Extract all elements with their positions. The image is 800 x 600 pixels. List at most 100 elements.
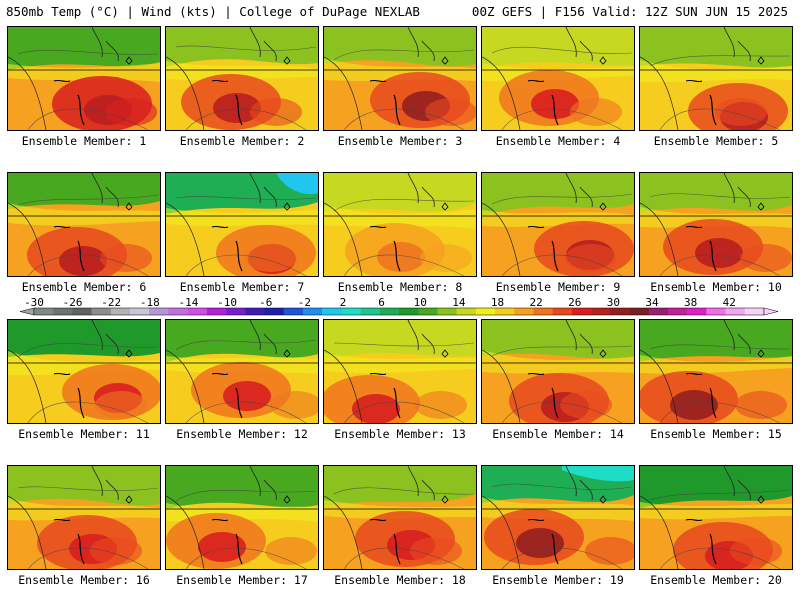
ensemble-member-label: Ensemble Member: 9 [495, 280, 621, 294]
ensemble-member-label: Ensemble Member: 19 [492, 573, 624, 587]
colorbar-tick-label: 34 [645, 296, 659, 309]
colorbar-swatch [533, 308, 553, 315]
colorbar-swatch [379, 308, 400, 315]
colorbar-tick-label: 30 [606, 296, 620, 309]
colorbar-swatch [648, 308, 669, 315]
colorbar-tick-label: -18 [139, 296, 160, 309]
colorbar-tick-label: -10 [217, 296, 238, 309]
colorbar-swatch [341, 308, 361, 315]
colorbar-tick-label: -2 [297, 296, 311, 309]
colorbar-swatch [187, 308, 208, 315]
colorbar-swatch [245, 308, 265, 315]
colorbar-swatch [475, 308, 496, 315]
colorbar-swatch [725, 308, 746, 315]
ensemble-map-panel [7, 26, 161, 131]
ensemble-map-panel [7, 172, 161, 277]
ensemble-member-label: Ensemble Member: 12 [176, 427, 308, 441]
ensemble-member-label: Ensemble Member: 1 [21, 134, 147, 148]
ensemble-map-panel [165, 26, 319, 131]
ensemble-member-label: Ensemble Member: 20 [650, 573, 782, 587]
colorbar-swatch [571, 308, 592, 315]
ensemble-map-panel [323, 319, 477, 424]
colorbar-swatch [226, 308, 246, 315]
ensemble-map-panel [639, 319, 793, 424]
ensemble-map-panel [7, 319, 161, 424]
colorbar-tick-label: 38 [683, 296, 698, 309]
colorbar-tick-label: -6 [259, 296, 273, 309]
colorbar-tick-label: 26 [568, 296, 582, 309]
temperature-colorbar [19, 307, 779, 316]
ensemble-member-label: Ensemble Member: 16 [18, 573, 150, 587]
ensemble-map-panel [639, 172, 793, 277]
ensemble-map-panel [481, 26, 635, 131]
colorbar-swatch [399, 308, 419, 315]
ensemble-map-panel [165, 172, 319, 277]
colorbar-swatch [264, 308, 285, 315]
ensemble-map-panel [165, 319, 319, 424]
colorbar-swatch [552, 308, 573, 315]
ensemble-map-panel [639, 26, 793, 131]
map-title: 850mb Temp (°C) | Wind (kts) | College o… [6, 4, 420, 19]
ensemble-map-panel [481, 172, 635, 277]
colorbar-tick-label: 6 [378, 296, 385, 309]
colorbar-swatch [514, 308, 534, 315]
colorbar-swatch [591, 308, 611, 315]
colorbar-swatch [456, 308, 477, 315]
ensemble-map-panel [639, 465, 793, 570]
ensemble-member-label: Ensemble Member: 2 [179, 134, 305, 148]
colorbar-swatch [72, 308, 92, 315]
ensemble-member-label: Ensemble Member: 10 [650, 280, 782, 294]
colorbar-swatch [495, 308, 515, 315]
colorbar-swatch [687, 308, 707, 315]
colorbar-swatch [168, 308, 188, 315]
ensemble-map-panel [481, 465, 635, 570]
ensemble-map-panel [323, 26, 477, 131]
colorbar-tick-label: -14 [178, 296, 199, 309]
colorbar-right-arrow [763, 307, 779, 316]
colorbar-tick-label: -22 [101, 296, 122, 309]
colorbar-swatch [667, 308, 688, 315]
colorbar-swatch [53, 308, 73, 315]
colorbar-swatch [302, 308, 323, 315]
colorbar-swatch [34, 308, 54, 315]
ensemble-member-label: Ensemble Member: 8 [337, 280, 463, 294]
ensemble-map-panel [165, 465, 319, 570]
colorbar-swatch [149, 308, 169, 315]
colorbar-swatch [130, 308, 150, 315]
ensemble-map-panel [323, 172, 477, 277]
ensemble-member-label: Ensemble Member: 6 [21, 280, 147, 294]
colorbar-tick-label: 2 [339, 296, 347, 309]
colorbar-swatch [629, 308, 650, 315]
ensemble-member-label: Ensemble Member: 4 [495, 134, 621, 148]
colorbar-swatch [322, 308, 342, 315]
ensemble-map-panel [481, 319, 635, 424]
colorbar-swatch [91, 308, 112, 315]
colorbar-swatch [418, 308, 438, 315]
ensemble-member-label: Ensemble Member: 11 [18, 427, 150, 441]
ensemble-member-label: Ensemble Member: 15 [650, 427, 782, 441]
colorbar-tick-label: 22 [529, 296, 543, 309]
ensemble-member-label: Ensemble Member: 13 [334, 427, 466, 441]
valid-time: 00Z GEFS | F156 Valid: 12Z SUN JUN 15 20… [471, 4, 788, 19]
colorbar-swatch [110, 308, 131, 315]
colorbar-tick-label: -26 [62, 296, 83, 309]
ensemble-member-label: Ensemble Member: 3 [337, 134, 463, 148]
colorbar-swatch [283, 308, 304, 315]
ensemble-map-panel [323, 465, 477, 570]
colorbar-tick-label: -30 [24, 296, 44, 309]
colorbar-tick-label: 10 [413, 296, 427, 309]
ensemble-member-label: Ensemble Member: 18 [334, 573, 466, 587]
colorbar-tick-label: 42 [722, 296, 736, 309]
ensemble-member-label: Ensemble Member: 17 [176, 573, 308, 587]
colorbar-tick-label: 14 [452, 296, 466, 309]
ensemble-map-panel [7, 465, 161, 570]
colorbar-swatch [706, 308, 726, 315]
ensemble-member-label: Ensemble Member: 7 [179, 280, 305, 294]
colorbar-left-arrow [19, 307, 35, 316]
colorbar-swatch [206, 308, 227, 315]
colorbar-swatch [610, 308, 630, 315]
ensemble-member-label: Ensemble Member: 14 [492, 427, 624, 441]
colorbar-swatch [437, 308, 457, 315]
ensemble-member-label: Ensemble Member: 5 [653, 134, 779, 148]
colorbar-tick-label: 18 [490, 296, 505, 309]
